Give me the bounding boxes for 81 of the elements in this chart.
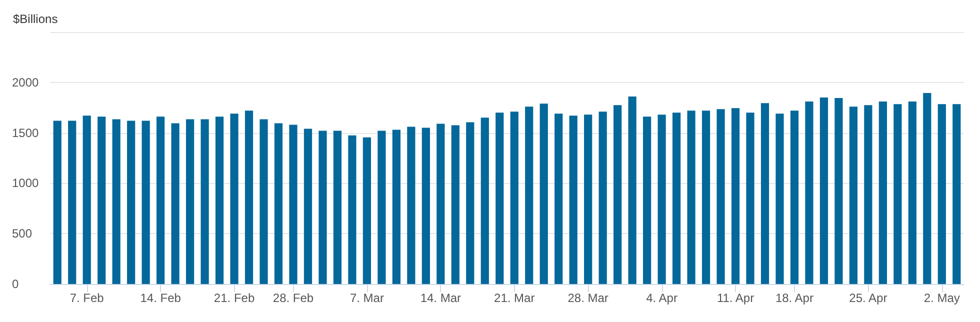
x-tick-label: 7. Feb bbox=[70, 291, 104, 305]
bar bbox=[731, 108, 740, 284]
y-tick-label: 0 bbox=[12, 277, 19, 291]
bar bbox=[938, 104, 946, 284]
x-tick-label: 21. Feb bbox=[214, 291, 255, 305]
bar bbox=[569, 116, 578, 284]
y-tick-label: 1500 bbox=[12, 126, 40, 140]
bar bbox=[142, 120, 150, 284]
bar bbox=[378, 130, 386, 284]
bar bbox=[746, 112, 754, 284]
bar bbox=[658, 114, 666, 284]
bar bbox=[834, 98, 843, 284]
bar bbox=[849, 106, 858, 284]
y-tick-label: 2000 bbox=[12, 75, 40, 90]
x-tick-label: 14. Feb bbox=[140, 291, 182, 305]
bar bbox=[230, 114, 238, 284]
x-tick-label: 28. Feb bbox=[272, 291, 314, 305]
bar bbox=[540, 104, 548, 284]
bar bbox=[952, 104, 961, 284]
bar bbox=[776, 114, 784, 284]
bar bbox=[642, 116, 652, 284]
bar bbox=[186, 119, 194, 284]
bar bbox=[598, 112, 607, 284]
bar bbox=[156, 116, 165, 284]
bar bbox=[451, 125, 460, 284]
bar bbox=[614, 105, 622, 284]
bar bbox=[348, 135, 356, 284]
y-tick-label: 1000 bbox=[12, 176, 40, 190]
bar bbox=[864, 105, 872, 284]
bar bbox=[200, 119, 209, 284]
bar bbox=[274, 123, 283, 284]
bar bbox=[392, 130, 400, 284]
bar bbox=[407, 126, 416, 284]
bar bbox=[436, 124, 445, 284]
bar bbox=[244, 110, 254, 284]
bar bbox=[820, 98, 828, 284]
x-tick-label: 11. Apr bbox=[716, 291, 754, 305]
x-tick-label: 25. Apr bbox=[849, 291, 888, 305]
x-tick-label: 18. Apr bbox=[775, 291, 814, 305]
bar bbox=[878, 102, 887, 284]
bar bbox=[304, 128, 312, 284]
bar bbox=[68, 120, 76, 284]
bar bbox=[716, 109, 725, 284]
bar bbox=[923, 92, 932, 284]
bar bbox=[53, 120, 62, 284]
bar bbox=[318, 130, 327, 284]
bar bbox=[496, 112, 504, 284]
x-tick-label: 14. Mar bbox=[420, 291, 462, 305]
bar bbox=[215, 116, 224, 284]
bar bbox=[422, 128, 430, 284]
bar bbox=[672, 112, 681, 284]
bar bbox=[702, 110, 710, 284]
bar bbox=[908, 102, 916, 284]
bar bbox=[525, 106, 534, 284]
bar bbox=[82, 116, 91, 284]
bar bbox=[260, 119, 268, 284]
x-tick-label: 28. Mar bbox=[568, 291, 608, 305]
bar bbox=[790, 110, 799, 284]
bar bbox=[333, 130, 342, 284]
bar bbox=[584, 114, 592, 284]
bar bbox=[112, 119, 120, 284]
bar bbox=[805, 102, 814, 284]
x-tick-label: 2. May bbox=[924, 291, 960, 305]
bar bbox=[98, 116, 106, 284]
bar bbox=[466, 122, 474, 284]
bar bbox=[480, 118, 489, 284]
bar bbox=[760, 103, 770, 284]
bar bbox=[289, 124, 298, 284]
bar bbox=[894, 104, 902, 284]
bar bbox=[687, 110, 696, 284]
y-axis-title: $Billions bbox=[13, 12, 58, 26]
x-tick-label: 7. Mar bbox=[350, 291, 384, 305]
bar bbox=[171, 123, 180, 284]
y-tick-label: 500 bbox=[12, 226, 32, 241]
bar bbox=[554, 114, 563, 284]
x-tick-label: 4. Apr bbox=[646, 291, 678, 305]
bar bbox=[362, 137, 372, 284]
bar bbox=[628, 96, 636, 284]
x-tick-label: 21. Mar bbox=[494, 291, 535, 305]
bar bbox=[127, 120, 136, 284]
bar bbox=[510, 112, 518, 284]
